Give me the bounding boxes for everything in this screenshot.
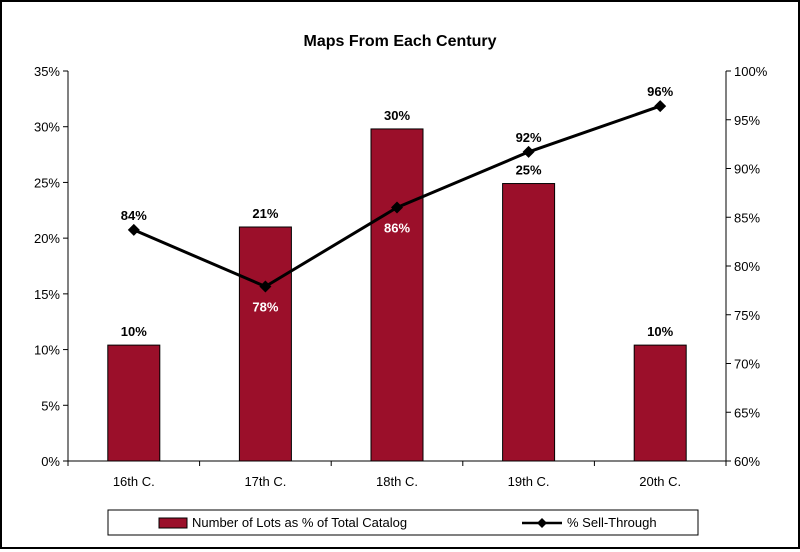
legend-line-label: % Sell-Through <box>567 515 657 530</box>
line-data-label: 78% <box>252 299 278 314</box>
bar-data-label: 21% <box>252 206 278 221</box>
bar <box>633 344 687 462</box>
line-data-label: 86% <box>384 221 410 236</box>
plot-area: 0% 5% 10% 15% 20% 25% 30% 35% 60% 65% 70% 75% 80% 85%… <box>34 64 768 489</box>
line-marker <box>259 280 272 293</box>
bar-data-label: 10% <box>121 324 147 339</box>
y-left-tick-label: 10% <box>34 343 60 358</box>
y-right-tick-label: 70% <box>734 357 760 372</box>
bar-data-label: 10% <box>647 324 673 339</box>
x-tick-label: 16th C. <box>113 474 155 489</box>
line-data-label: 96% <box>647 84 673 99</box>
chart-title: Maps From Each Century <box>304 33 497 50</box>
line-marker <box>391 201 403 214</box>
x-tick-label: 18th C. <box>376 474 418 489</box>
line-marker <box>654 100 667 113</box>
y-left-tick-label: 5% <box>41 398 60 413</box>
bar <box>502 183 556 462</box>
line-data-label: 84% <box>121 208 147 223</box>
legend-box <box>107 509 699 536</box>
y-right-tick-label: 65% <box>734 405 760 420</box>
legend-line-marker <box>537 518 547 528</box>
y-left-tick-label: 25% <box>34 175 60 190</box>
line-marker <box>522 145 535 158</box>
y-right-tick-label: 85% <box>734 210 760 225</box>
bar <box>107 344 161 462</box>
y-left-tick-label: 0% <box>41 454 60 469</box>
bar-data-label: 30% <box>384 108 410 123</box>
y-right-tick-label: 100% <box>734 64 768 79</box>
y-right-tick-label: 75% <box>734 308 760 323</box>
y-right-tick-label: 80% <box>734 259 760 274</box>
y-right-tick-label: 95% <box>734 113 760 128</box>
y-left-tick-label: 20% <box>34 231 60 246</box>
y-left-tick-label: 35% <box>34 64 60 79</box>
y-right-tick-label: 90% <box>734 162 760 177</box>
y-right-tick-label: 60% <box>734 454 760 469</box>
bar <box>238 226 292 462</box>
line-data-label: 92% <box>516 130 542 145</box>
line-marker <box>127 223 140 236</box>
bar <box>370 128 424 462</box>
legend: Number of Lots as % of Total Catalog % S… <box>107 509 699 536</box>
y-left-tick-label: 30% <box>34 120 60 135</box>
bar-data-label: 25% <box>516 163 542 178</box>
x-tick-label: 19th C. <box>508 474 550 489</box>
x-tick-label: 17th C. <box>244 474 286 489</box>
x-tick-label: 20th C. <box>639 474 681 489</box>
y-left-tick-label: 15% <box>34 287 60 302</box>
legend-bar-label: Number of Lots as % of Total Catalog <box>192 515 407 530</box>
legend-bar-swatch <box>158 517 188 529</box>
